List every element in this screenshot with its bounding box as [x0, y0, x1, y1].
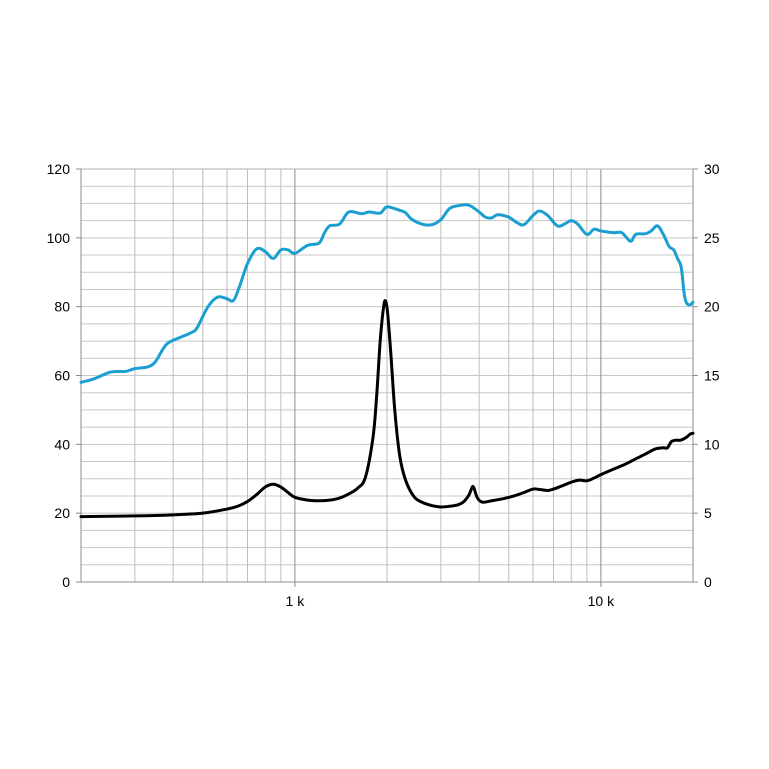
left-tick-label: 80: [54, 299, 70, 315]
left-tick-label: 100: [47, 230, 71, 246]
minor-grid: [81, 169, 693, 582]
right-tick-label: 30: [704, 161, 720, 177]
left-tick-label: 120: [47, 161, 71, 177]
left-tick-label: 40: [54, 436, 70, 452]
right-tick-label: 0: [704, 574, 712, 590]
x-axis-ticks: 1 k 10 k: [286, 582, 615, 609]
left-tick-label: 60: [54, 368, 70, 384]
right-tick-label: 15: [704, 368, 720, 384]
right-axis-ticks: 0 5 10 15 20 25 30: [693, 161, 720, 590]
right-tick-label: 20: [704, 299, 720, 315]
x-tick-label: 10 k: [588, 593, 615, 609]
left-axis-ticks: 0 20 40 60 80 100 120: [47, 161, 81, 590]
spl-series-line: [79, 203, 695, 384]
right-tick-label: 10: [704, 436, 720, 452]
right-tick-label: 5: [704, 505, 712, 521]
impedance-series-line: [79, 299, 695, 519]
left-tick-label: 20: [54, 505, 70, 521]
left-tick-label: 0: [62, 574, 70, 590]
series-layer: [79, 203, 695, 519]
x-tick-label: 1 k: [286, 593, 306, 609]
major-grid: [294, 169, 602, 582]
right-tick-label: 25: [704, 230, 720, 246]
